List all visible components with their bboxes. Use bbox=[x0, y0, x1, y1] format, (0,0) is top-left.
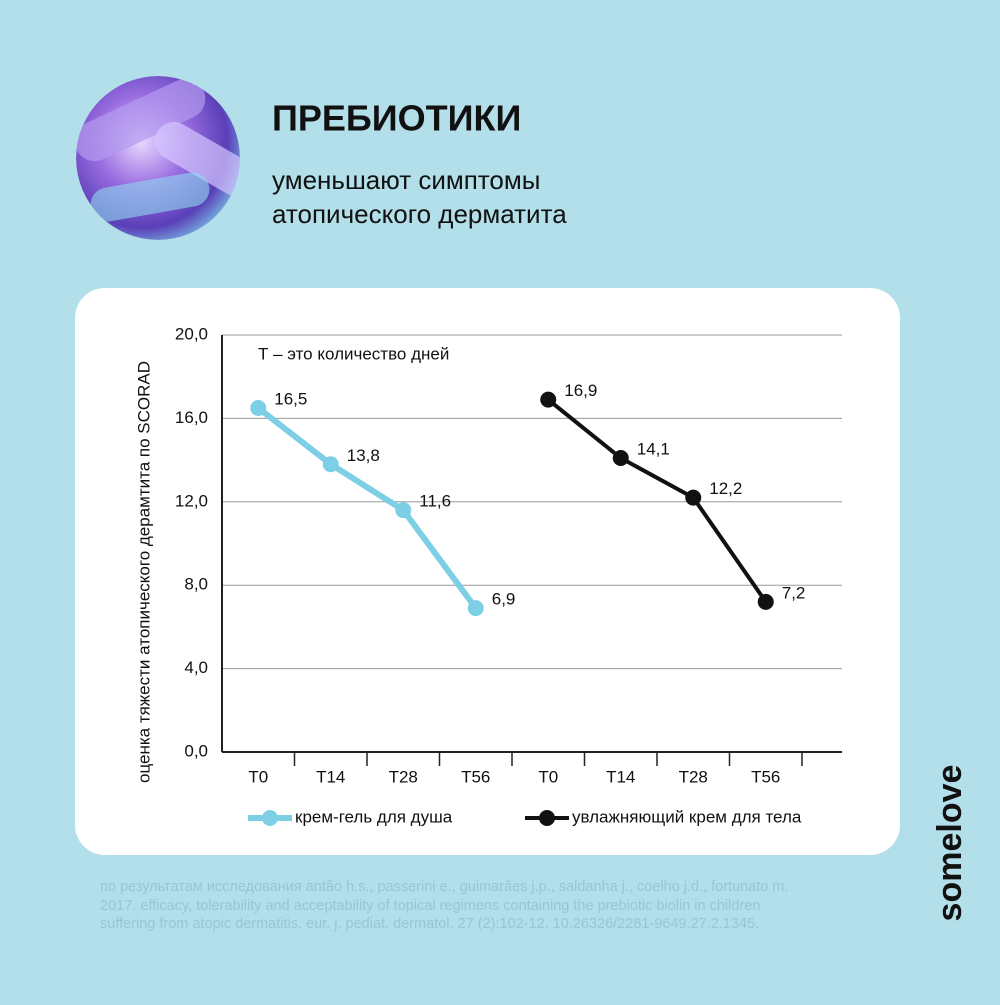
x-tick-label: T0 bbox=[538, 767, 558, 786]
footnote: по результатам исследования antão h.s., … bbox=[100, 879, 789, 895]
data-point bbox=[685, 489, 702, 506]
x-tick-label: T56 bbox=[751, 767, 780, 786]
subtitle: уменьшают симптомы bbox=[272, 165, 540, 195]
brand: somelove bbox=[931, 765, 969, 922]
data-label: 13,8 bbox=[347, 446, 380, 465]
data-label: 16,9 bbox=[564, 381, 597, 400]
x-tick-label: T28 bbox=[679, 767, 708, 786]
legend-marker bbox=[539, 810, 555, 826]
annotation: Т – это количество дней bbox=[258, 344, 449, 363]
bacteria-image bbox=[76, 76, 240, 240]
series-line bbox=[546, 398, 768, 604]
data-point bbox=[322, 456, 339, 473]
x-tick-label: T28 bbox=[389, 767, 418, 786]
data-label: 12,2 bbox=[709, 479, 742, 498]
legend-label: крем-гель для душа bbox=[295, 807, 453, 826]
y-tick-label: 12,0 bbox=[175, 491, 208, 510]
data-point bbox=[250, 399, 267, 416]
x-tick-label: T14 bbox=[316, 767, 345, 786]
data-point bbox=[612, 450, 629, 467]
subtitle: атопического дерматита bbox=[272, 199, 567, 229]
y-tick-label: 0,0 bbox=[184, 741, 208, 760]
footnote: suffering from atopic dermatitis. eur. j… bbox=[100, 916, 759, 932]
data-label: 16,5 bbox=[274, 389, 307, 408]
y-axis-label: оценка тяжести атопического дерамтита по… bbox=[134, 361, 153, 783]
footnote: 2017. efficacy, tolerability and accepta… bbox=[100, 898, 760, 914]
y-tick-label: 4,0 bbox=[184, 658, 208, 677]
data-label: 6,9 bbox=[492, 590, 516, 609]
data-point bbox=[540, 391, 557, 408]
chart-card bbox=[75, 288, 900, 855]
data-point bbox=[467, 600, 484, 617]
y-tick-label: 16,0 bbox=[175, 408, 208, 427]
chart: 0,0 4,0 8,0 12,0 16,0 20,0 T0 T14 T28 T56 T0 T14 T28… bbox=[134, 324, 842, 826]
x-tick-label: T14 bbox=[606, 767, 635, 786]
series-line bbox=[256, 405, 479, 610]
data-point bbox=[395, 502, 412, 519]
title: ПРЕБИОТИКИ bbox=[272, 98, 521, 139]
data-label: 7,2 bbox=[782, 583, 806, 602]
data-point bbox=[757, 593, 774, 610]
legend-label: увлажняющий крем для тела bbox=[572, 807, 802, 826]
x-tick-label: T56 bbox=[461, 767, 490, 786]
data-label: 11,6 bbox=[419, 492, 451, 511]
y-tick-label: 8,0 bbox=[184, 575, 208, 594]
data-label: 14,1 bbox=[637, 439, 670, 458]
x-tick-label: T0 bbox=[248, 767, 268, 786]
y-tick-label: 20,0 bbox=[175, 324, 208, 343]
legend-marker bbox=[262, 810, 278, 826]
